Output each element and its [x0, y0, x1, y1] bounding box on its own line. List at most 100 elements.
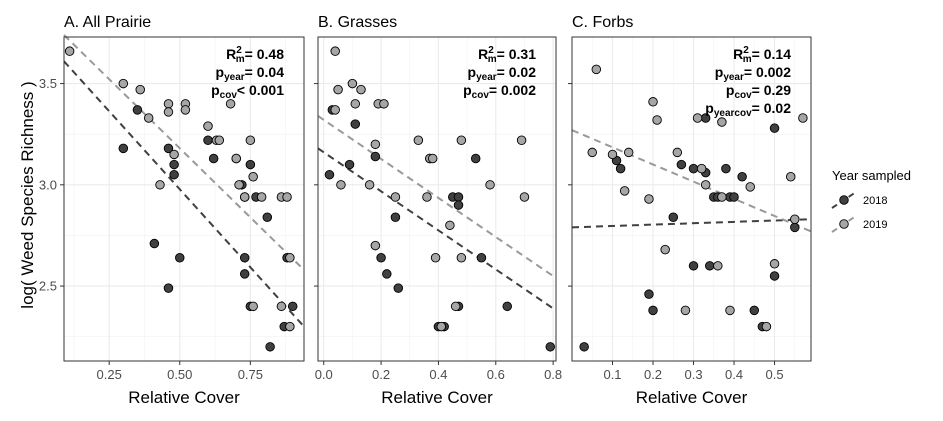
plot-background	[572, 37, 811, 361]
data-point-2018	[118, 143, 129, 154]
x-tick-label: 0.0	[315, 367, 333, 382]
data-point-2019	[330, 105, 340, 115]
data-point-2018	[239, 269, 250, 279]
x-tick-label: 0.1	[603, 367, 621, 382]
data-point-2018	[676, 159, 687, 170]
data-point-2019	[180, 105, 191, 115]
data-point-2019	[450, 301, 461, 312]
x-tick-label: 0.5	[766, 367, 784, 382]
data-point-2019	[456, 135, 467, 146]
data-point-2019	[785, 171, 796, 182]
y-tick-label: 2.5	[39, 279, 57, 294]
data-point-2019	[231, 153, 241, 164]
x-tick-label: 0.2	[644, 367, 662, 382]
data-point-2018	[175, 252, 185, 263]
data-point-2019	[445, 220, 455, 231]
chart-panel-2: B. Grasses 0.0 0.2 0.4 0.6 0.8 Relative Cover R…	[314, 14, 562, 407]
panel-title: A. All Prairie	[64, 14, 151, 31]
stat-line: R2 m= 0.31	[478, 45, 536, 65]
data-point-2019	[330, 46, 340, 56]
data-point-2018	[476, 252, 487, 263]
data-point-2018	[376, 252, 386, 263]
data-point-2019	[163, 99, 174, 109]
data-point-2019	[692, 113, 703, 123]
data-point-2018	[169, 169, 179, 180]
panel-title: C. Forbs	[572, 14, 633, 31]
data-point-2019	[430, 252, 441, 263]
y-tick-label: 3.0	[39, 177, 57, 192]
legend-entries: 2018 2019	[831, 191, 887, 233]
data-point-2019	[282, 192, 292, 202]
data-point-2019	[696, 163, 707, 174]
x-tick-label: 0.4	[429, 367, 447, 382]
x-axis-title: Relative Cover	[128, 388, 240, 407]
data-point-2018	[163, 143, 174, 154]
data-point-2018	[453, 192, 464, 202]
data-point-2018	[265, 342, 275, 352]
trend-line-2019	[571, 129, 812, 233]
data-point-2018	[132, 105, 143, 115]
legend-entry-2019: 2019	[831, 215, 887, 233]
data-point-2019	[422, 192, 432, 202]
data-point-2019	[519, 192, 530, 202]
data-point-2018	[239, 252, 250, 263]
data-point-2018	[163, 283, 174, 293]
data-point-2019	[644, 194, 654, 204]
stat-line: R2 m= 0.14	[733, 45, 791, 65]
data-point-2019	[390, 192, 401, 202]
data-point-2019	[725, 305, 735, 316]
data-point-2018	[704, 261, 715, 271]
data-point-2018	[453, 200, 464, 210]
chart-panels: A. All Prairie 0.25 0.50 0.75 2.5 3.0 3.5 Relat…	[39, 14, 812, 407]
data-point-2018	[644, 289, 654, 299]
panel-title: B. Grasses	[318, 14, 397, 31]
data-point-2019	[652, 115, 662, 125]
data-point-2018	[721, 163, 731, 174]
data-point-2019	[155, 180, 165, 190]
data-point-2019	[135, 84, 145, 95]
legend-title: Year sampled	[832, 168, 911, 183]
data-point-2018	[688, 163, 699, 174]
stat-line: pyearcov= 0.02	[705, 100, 791, 119]
data-point-2019	[285, 252, 295, 263]
data-point-2019	[248, 171, 258, 182]
data-point-2019	[169, 149, 179, 160]
data-point-2019	[587, 147, 598, 158]
data-point-2019	[672, 147, 683, 158]
data-point-2019	[163, 107, 174, 117]
data-point-2019	[660, 244, 670, 255]
data-point-2018	[688, 261, 699, 271]
plot-border	[63, 36, 305, 362]
data-point-2019	[370, 240, 381, 251]
data-point-2019	[516, 135, 527, 146]
data-point-2019	[591, 64, 602, 75]
data-point-2018	[370, 151, 381, 162]
x-axis-title: Relative Cover	[636, 388, 748, 407]
data-point-2019	[427, 153, 438, 164]
data-point-2019	[745, 182, 755, 192]
x-tick-label: 0.4	[725, 367, 743, 382]
stat-line: pcov= 0.29	[726, 82, 791, 101]
data-point-2019	[364, 180, 375, 190]
y-tick-label: 3.5	[39, 76, 57, 91]
data-point-2019	[203, 121, 213, 131]
data-point-2019	[798, 113, 808, 123]
chart-panel-1: A. All Prairie 0.25 0.50 0.75 2.5 3.0 3.5 Relat…	[39, 14, 305, 407]
trend-line-2018	[571, 218, 812, 229]
data-point-2018	[749, 305, 760, 316]
data-point-2019	[225, 99, 236, 109]
plot-border	[317, 36, 557, 362]
data-point-2018	[262, 212, 273, 222]
data-point-2019	[456, 252, 467, 263]
stat-line: R2 m= 0.48	[226, 45, 284, 65]
legend-point-key	[839, 219, 849, 229]
data-point-2019	[234, 180, 244, 190]
data-point-2019	[245, 135, 256, 146]
data-point-2019	[717, 192, 727, 202]
data-point-2019	[607, 149, 618, 160]
data-point-2019	[239, 192, 250, 202]
data-point-2018	[769, 271, 780, 281]
data-point-2019	[619, 186, 630, 196]
